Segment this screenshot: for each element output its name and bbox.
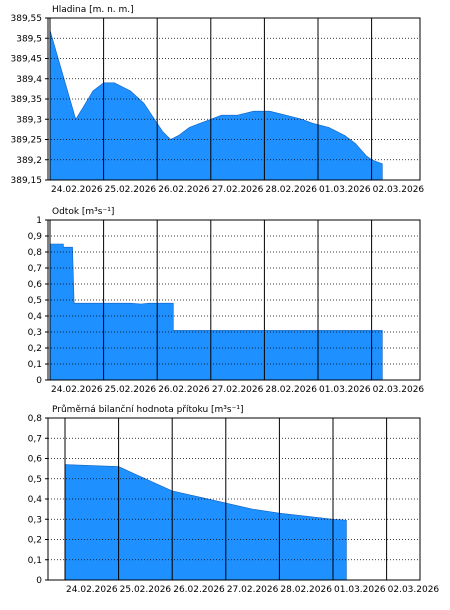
series-area [49,243,383,381]
y-tick-label: 0,6 [28,280,43,290]
y-tick-label: 0,4 [28,495,43,505]
y-tick-label: 1 [36,216,42,226]
y-tick-label: 0,5 [28,475,42,485]
x-tick-label: 27.02.2026 [212,185,264,195]
x-tick-label: 25.02.2026 [105,385,157,395]
x-tick-label: 02.03.2026 [373,385,425,395]
y-tick-label: 389,25 [11,136,43,146]
chart-title: Hladina [m. n. m.] [52,5,134,15]
y-tick-label: 0,7 [28,434,42,444]
x-tick-label: 25.02.2026 [105,185,157,195]
x-tick-label: 01.03.2026 [319,185,371,195]
x-tick-label: 02.03.2026 [373,185,425,195]
y-tick-label: 389,4 [16,75,42,85]
y-tick-label: 0,3 [28,328,42,338]
x-tick-label: 28.02.2026 [265,385,317,395]
y-tick-label: 0,3 [28,515,42,525]
y-tick-label: 389,35 [11,95,43,105]
y-tick-label: 0 [36,576,42,586]
x-tick-label: 28.02.2026 [280,585,332,595]
x-tick-label: 01.03.2026 [334,585,386,595]
x-tick-label: 01.03.2026 [319,385,371,395]
x-tick-label: 28.02.2026 [265,185,317,195]
plot-frame [47,417,421,581]
x-tick-label: 26.02.2026 [173,585,225,595]
y-tick-label: 0,2 [28,344,42,354]
chart-panel-1: Hladina [m. n. m.] 389,55 389,5 389,45 389,4… [11,5,425,195]
x-tick-label: 26.02.2026 [158,185,210,195]
y-tick-label: 0,7 [28,264,42,274]
y-tick-label: 0,8 [28,248,43,258]
chart-title: Průměrná bilanční hodnota přítoku [m³s⁻¹… [52,404,243,415]
series-area [64,464,347,581]
y-tick-label: 0,1 [28,556,42,566]
y-tick-label: 389,2 [16,156,42,166]
y-tick-label: 0,4 [28,312,43,322]
x-tick-label: 02.03.2026 [388,585,440,595]
x-tick-label: 25.02.2026 [120,585,172,595]
x-tick-label: 27.02.2026 [227,585,279,595]
y-tick-label: 0,9 [28,232,43,242]
y-tick-label: 0,2 [28,536,42,546]
y-tick-label: 0,8 [28,414,43,424]
x-tick-label: 24.02.2026 [51,185,103,195]
y-tick-label: 389,15 [11,176,43,186]
chart-panel-2: Odtok [m³s⁻¹] 1 0,9 0,8 0,7 0,6 0,5 0,4 0,3 0,2 0,… [28,207,425,395]
y-tick-label: 389,45 [11,55,43,65]
x-tick-label: 27.02.2026 [212,385,264,395]
y-tick-label: 389,5 [16,34,42,44]
chart-title: Odtok [m³s⁻¹] [52,207,114,217]
y-tick-label: 389,55 [11,14,43,24]
y-tick-label: 0 [36,376,42,386]
x-tick-label: 24.02.2026 [51,385,103,395]
x-tick-label: 26.02.2026 [158,385,210,395]
y-tick-label: 0,6 [28,455,43,465]
plot-frame [47,219,421,381]
y-tick-label: 0,5 [28,296,42,306]
chart-panel-3: Průměrná bilanční hodnota přítoku [m³s⁻¹… [28,404,440,595]
plot-frame [47,17,421,181]
y-tick-label: 0,1 [28,360,42,370]
x-tick-label: 24.02.2026 [66,585,118,595]
y-tick-label: 389,3 [16,115,42,125]
